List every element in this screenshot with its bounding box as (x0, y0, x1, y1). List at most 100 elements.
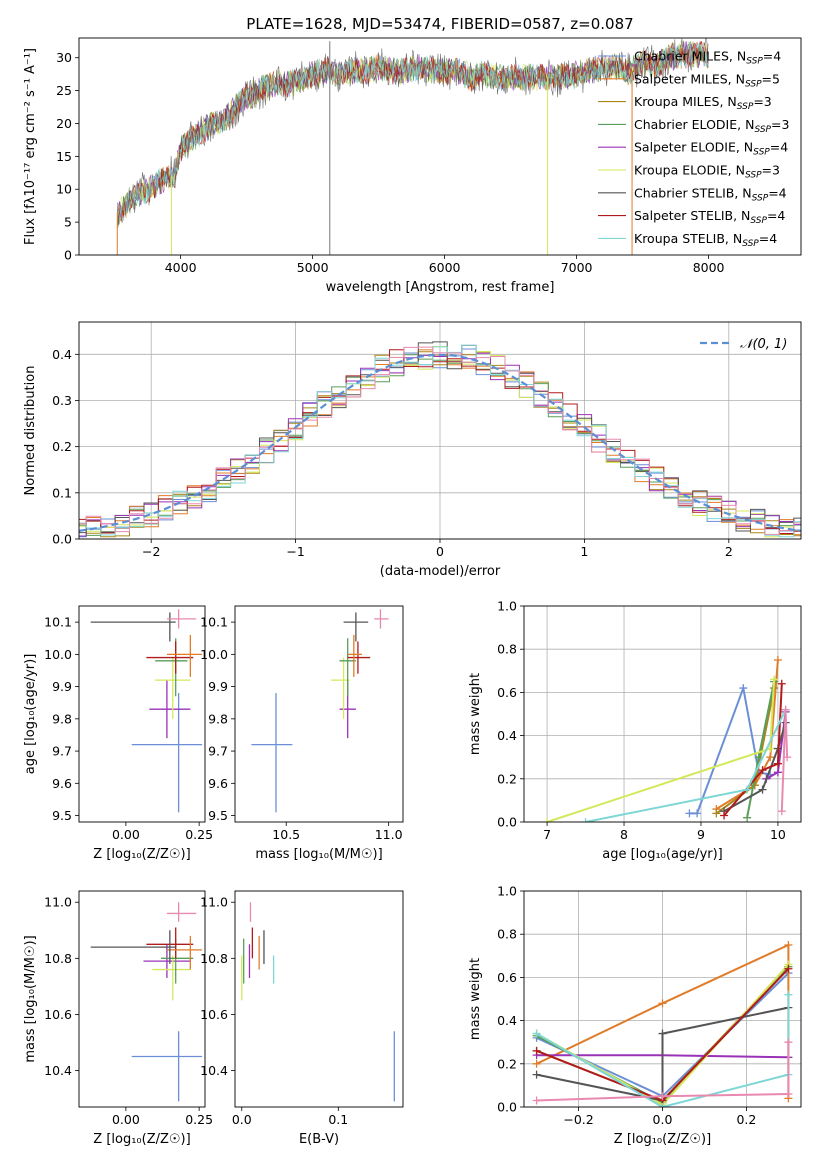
y-tick-label: 0.6 (497, 970, 517, 985)
series-marker (758, 785, 767, 794)
y-tick-label: 15 (56, 149, 72, 164)
plot-area-age-vs-mass (251, 609, 389, 813)
axes-frame (523, 605, 802, 823)
y-tick-label: 0.4 (52, 347, 72, 362)
series-marker (581, 818, 590, 822)
y-tick-label: 9.9 (208, 679, 228, 694)
legend-subscript: SSP (754, 125, 771, 135)
series-marker (720, 811, 729, 820)
x-axis-label: Z [log₁₀(Z/Z☉)] (614, 1132, 711, 1147)
legend-value: =4 (767, 208, 785, 223)
series-marker (784, 990, 793, 999)
y-tick-label: 10.0 (200, 647, 228, 662)
x-tick-label: −0.2 (563, 1112, 593, 1127)
y-tick-label: 10.4 (44, 1063, 72, 1078)
legend-subscript: SSP (750, 216, 767, 226)
y-axis-label: Normed distribution (23, 366, 38, 496)
series-marker (712, 809, 721, 818)
y-tick-label: 1.0 (497, 599, 517, 614)
legend-model: Chabrier ELODIE, N (634, 117, 754, 132)
y-tick-label: 0.4 (497, 1013, 517, 1028)
axes-frame (523, 890, 802, 1108)
series-marker (532, 1096, 541, 1105)
legend-model: Kroupa STELIB, N (634, 231, 742, 246)
y-tick-label: 10.4 (200, 1063, 228, 1078)
y-tick-label: 0.0 (497, 815, 517, 830)
legend-subscript: SSP (745, 79, 762, 89)
y-tick-label: 10.8 (44, 951, 72, 966)
x-axis-label: Z [log₁₀(Z/Z☉)] (93, 847, 190, 862)
series-line (536, 994, 790, 1107)
y-tick-label: 5 (64, 215, 72, 230)
y-tick-label: 10.8 (200, 951, 228, 966)
series-marker (658, 1103, 667, 1107)
y-tick-label: 9.6 (52, 776, 72, 791)
y-axis-label: mass weight (468, 958, 483, 1040)
x-axis-label: mass [log₁₀(M/M☉)] (255, 847, 382, 862)
legend-value: =4 (770, 140, 788, 155)
series-marker (532, 1029, 541, 1038)
series-marker (693, 809, 702, 818)
y-tick-label: 0.1 (52, 485, 72, 500)
y-tick-label: 10.6 (44, 1007, 72, 1022)
y-tick-label: 0.8 (497, 642, 517, 657)
series-marker (773, 768, 782, 777)
series-marker (532, 1046, 541, 1055)
x-tick-label: 0.25 (185, 827, 213, 842)
x-tick-label: −2 (142, 544, 160, 559)
x-tick-label: 8000 (693, 260, 725, 275)
y-tick-label: 30 (56, 50, 72, 65)
series-marker (784, 941, 793, 949)
plot-area-age-vs-Z (90, 609, 203, 813)
series-marker (781, 705, 790, 714)
series-marker (784, 1038, 793, 1047)
x-axis-label: wavelength [Angstrom, rest frame] (326, 280, 555, 295)
series-line (723, 722, 787, 813)
series-marker (685, 809, 694, 818)
x-tick-label: 7 (543, 827, 551, 842)
x-tick-label: 0.1 (328, 1112, 348, 1127)
y-tick-label: 0.8 (497, 927, 517, 942)
y-axis-label: age [log₁₀(age/yr)] (23, 654, 38, 775)
plot-area-residuals (79, 341, 801, 538)
y-axis-label: Flux [fλ10⁻¹⁷ erg cm⁻² s⁻¹ A⁻¹] (23, 48, 38, 245)
axes-mass-weight-vs-age: 7 8 9 10 0.0 0.2 0.4 0.6 0.8 1.0 age [log₁₀(age/yr… (468, 599, 802, 862)
series-line (780, 709, 789, 812)
x-axis-label: (data-model)/error (380, 564, 501, 579)
axes-mass-weight-vs-Z: −0.2 0.0 0.2 0.0 0.2 0.4 0.6 0.8 1.0 Z [log₁₀(Z/Z… (468, 884, 802, 1147)
legend-label: Kroupa STELIB, NSSP=4 (634, 231, 777, 249)
histogram-step (79, 351, 801, 538)
legend-subscript: SSP (745, 171, 762, 181)
histogram-step (79, 352, 801, 537)
y-tick-label: 9.9 (52, 679, 72, 694)
x-tick-label: 2 (725, 544, 733, 559)
series-marker (766, 753, 775, 762)
y-tick-label: 9.5 (208, 808, 228, 823)
axes-age-vs-mass: 10.5 11.0 9.5 9.6 9.7 9.8 9.9 10.0 10.1 mass [log… (200, 605, 404, 862)
x-tick-label: 0.2 (736, 1112, 756, 1127)
axes-spectrum: 4000 5000 6000 7000 8000 0 5 10 15 20 25 30 waveleng… (23, 37, 802, 295)
legend-model: Kroupa MILES, N (634, 94, 737, 109)
legend-label: Salpeter STELIB, NSSP=4 (634, 208, 785, 226)
legend-value: =3 (762, 163, 780, 178)
plot-area-mass-vs-ebv (241, 902, 395, 1102)
legend-label: 𝒩(0, 1) (740, 337, 787, 352)
y-axis-label: mass [log₁₀(M/M☉)] (23, 935, 38, 1062)
spectrum-title: PLATE=1628, MJD=53474, FIBERID=0587, z=0… (246, 15, 633, 33)
legend-label: Salpeter ELODIE, NSSP=4 (634, 140, 788, 158)
x-axis-label: age [log₁₀(age/yr)] (602, 847, 723, 862)
legend-model: Salpeter MILES, N (634, 71, 745, 86)
y-tick-label: 0.4 (497, 728, 517, 743)
plot-area-spectrum (116, 38, 709, 255)
axes-frame (78, 37, 802, 256)
series-line (585, 709, 787, 822)
legend-value: =4 (763, 49, 781, 64)
y-tick-label: 1.0 (497, 884, 517, 899)
legend-value: =3 (771, 117, 789, 132)
axes-frame (78, 321, 802, 540)
x-tick-label: 11.0 (375, 827, 403, 842)
y-tick-label: 9.7 (52, 744, 72, 759)
series-marker (658, 1029, 667, 1038)
series-marker (777, 679, 786, 688)
